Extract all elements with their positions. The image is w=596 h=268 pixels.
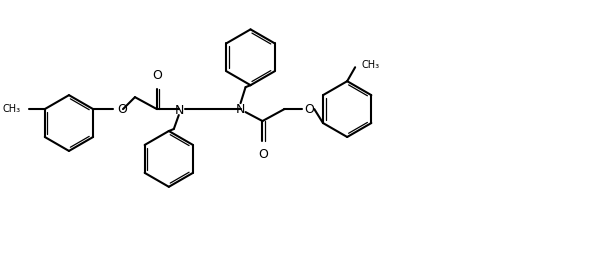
Text: O: O bbox=[152, 69, 162, 82]
Text: CH₃: CH₃ bbox=[361, 60, 379, 70]
Text: O: O bbox=[305, 103, 314, 116]
Text: CH₃: CH₃ bbox=[3, 104, 21, 114]
Text: N: N bbox=[175, 104, 185, 117]
Text: N: N bbox=[236, 103, 245, 116]
Text: O: O bbox=[259, 148, 268, 161]
Text: O: O bbox=[117, 103, 127, 116]
